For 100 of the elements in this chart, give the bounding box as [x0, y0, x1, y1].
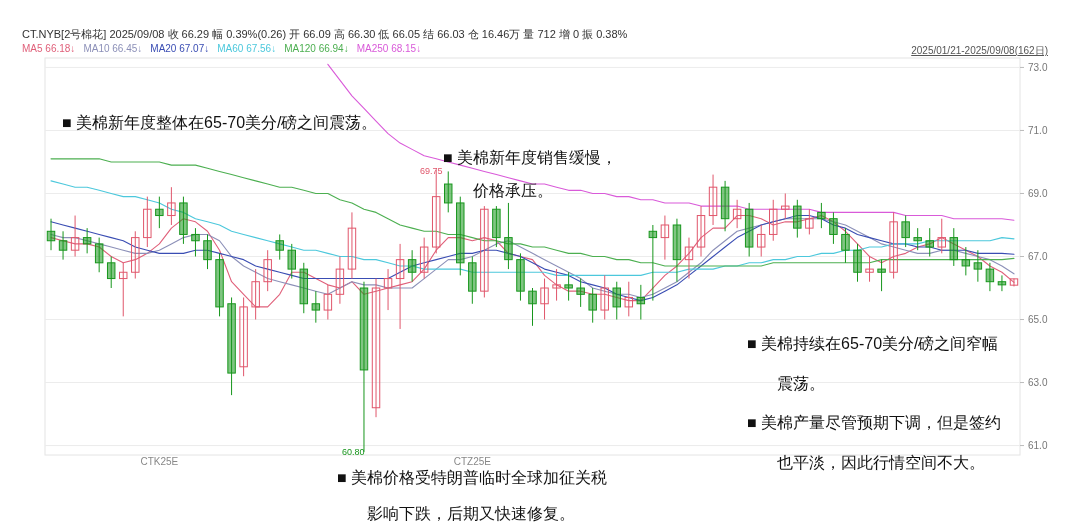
- candlestick: [564, 271, 573, 302]
- candlestick: [251, 268, 260, 321]
- y-tick-label: 71.0: [1028, 124, 1048, 136]
- candlestick: [853, 243, 862, 283]
- text: MA20 67.07↓: [150, 43, 210, 54]
- y-tick-label: 69.0: [1028, 187, 1048, 199]
- y-tick-label: 65.0: [1028, 314, 1048, 326]
- annotation: 60.80: [342, 447, 365, 457]
- candlestick: [732, 199, 742, 229]
- y-tick-label: 63.0: [1028, 377, 1048, 389]
- candlestick: [155, 196, 164, 229]
- text: MA250 68.15↓: [356, 43, 422, 54]
- candlestick: [648, 224, 658, 302]
- candlestick: [877, 259, 886, 292]
- candlestick: [383, 268, 393, 311]
- text: MA60 67.56↓: [217, 43, 277, 54]
- candlestick: [58, 230, 68, 261]
- candlestick: [119, 262, 128, 317]
- candlestick: [1009, 278, 1019, 287]
- candlestick: [444, 170, 453, 213]
- candlestick: [805, 208, 814, 235]
- candlestick: [696, 205, 706, 257]
- candlestick: [829, 211, 838, 245]
- candlestick: [781, 192, 790, 220]
- candlestick: [985, 262, 995, 292]
- candlestick: [540, 278, 549, 321]
- candlestick: [203, 233, 212, 270]
- candlestick: [82, 227, 92, 254]
- candlestick: [528, 287, 537, 327]
- candlestick: [913, 227, 922, 251]
- candlestick: [961, 246, 971, 276]
- candlestick: [841, 227, 850, 264]
- candlestick: [263, 249, 272, 292]
- candlestick: [997, 274, 1007, 292]
- candlestick: [925, 227, 934, 257]
- candlestick: [335, 256, 345, 305]
- candlestick: [468, 256, 477, 305]
- candlestick: [167, 186, 176, 226]
- candlestick: [576, 278, 585, 308]
- candlestick: [901, 215, 910, 248]
- candlestick: [106, 256, 116, 289]
- chart-subtitle: 2025/01/21-2025/09/08(162日): [911, 45, 1048, 56]
- candlestick: [347, 211, 357, 280]
- annotation: ■ 美棉新年度整体在65-70美分/磅之间震荡。: [62, 113, 379, 133]
- candlestick: [889, 211, 898, 280]
- candlestick: [937, 218, 946, 254]
- candlestick: [973, 249, 983, 283]
- candlestick: [275, 233, 284, 261]
- y-tick-label: 67.0: [1028, 251, 1048, 262]
- candlestick: [407, 249, 417, 283]
- candlestick: [143, 196, 152, 248]
- candlestick: [708, 174, 718, 226]
- candlestick: [70, 215, 80, 257]
- annotation: 69.75: [420, 166, 443, 176]
- candlestick: [215, 252, 224, 317]
- x-tick-label: CTK25E: [140, 456, 179, 467]
- candlestick: [949, 227, 959, 267]
- candlestick: [239, 296, 248, 377]
- candlestick: [612, 281, 621, 321]
- candlestick: [287, 243, 296, 280]
- candlestick: [311, 290, 321, 324]
- candlestick: [672, 218, 682, 283]
- text: MA10 66.45↓: [83, 43, 143, 54]
- text: ■ 美棉产量尽管预期下调，但是签约也平淡，因此行情空间不大。: [747, 414, 1002, 471]
- candlestick: [600, 274, 609, 321]
- annotation: ■ 美棉新年度销售缓慢，价格承压。: [443, 148, 619, 201]
- text: ■ 美棉持续在65-70美分/磅之间窄幅震荡。: [747, 335, 999, 392]
- candlestick: [299, 262, 309, 314]
- candlestick: [684, 237, 694, 280]
- candlestick: [419, 237, 429, 280]
- candlestick: [395, 243, 405, 330]
- x-tick-label: CTZ25E: [453, 456, 492, 467]
- candlestick: [769, 199, 778, 242]
- candlestick: [504, 202, 513, 270]
- candlestick: [793, 199, 802, 239]
- candlestick: [456, 196, 465, 276]
- text: MA5 66.18↓: [22, 43, 76, 54]
- candlestick: [46, 218, 56, 251]
- candlestick: [720, 180, 730, 232]
- candlestick: [227, 296, 236, 396]
- candlestick: [191, 227, 200, 257]
- candlestick: [744, 202, 754, 257]
- y-tick-label: 61.0: [1028, 440, 1048, 452]
- y-tick-label: 73.0: [1028, 61, 1048, 73]
- text: MA120 66.94↓: [284, 43, 349, 54]
- text: ■ 美棉价格受特朗普临时全球加征关税影响下跌，后期又快速修复。: [337, 469, 608, 522]
- candlestick: [624, 281, 634, 317]
- candlestick: [492, 205, 501, 248]
- candlestick: [660, 215, 670, 261]
- chart-title: CT.NYB[2号棉花] 2025/09/08 收 66.29 幅 0.39%(0.26) 开 66.09 高 66.30 低 66.05 结 66.03 仓 16.46万 量 712 增 0 振 0.38%: [22, 28, 628, 40]
- candlestick: [817, 202, 826, 229]
- candlestick: [371, 278, 381, 418]
- candlestick: [323, 284, 333, 321]
- candlestick: [94, 237, 104, 273]
- candlestick: [588, 287, 597, 324]
- candlestick: [480, 205, 489, 298]
- candlestick: [179, 196, 188, 245]
- candlestick: [552, 268, 561, 302]
- candlestick: [636, 284, 646, 321]
- candlestick: [516, 252, 525, 302]
